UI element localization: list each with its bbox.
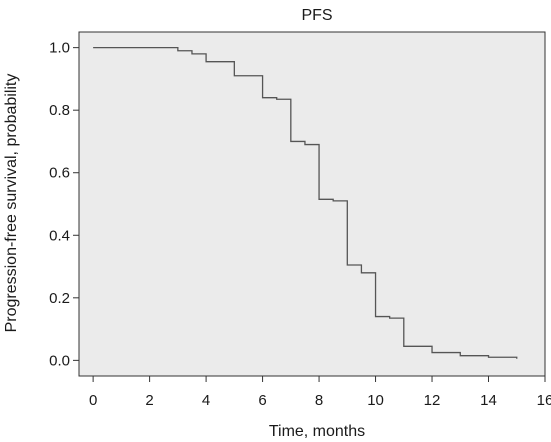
y-axis-title: Progression-free survival, probability xyxy=(3,74,20,333)
x-tick-label: 16 xyxy=(537,392,551,409)
y-tick-label: 0.0 xyxy=(49,352,70,369)
x-tick-label: 0 xyxy=(89,392,97,409)
x-tick-label: 14 xyxy=(480,392,497,409)
y-tick-label: 0.2 xyxy=(49,290,70,307)
x-axis: 0 2 4 6 8 10 12 14 16 xyxy=(89,376,551,409)
x-tick-label: 2 xyxy=(145,392,153,409)
y-tick-label: 0.6 xyxy=(49,165,70,182)
y-tick-label: 0.4 xyxy=(49,227,70,244)
plot-area xyxy=(78,31,546,377)
x-tick-label: 12 xyxy=(424,392,441,409)
x-tick-label: 4 xyxy=(202,392,210,409)
chart-title: PFS xyxy=(301,7,332,24)
survival-curve-line xyxy=(93,46,518,359)
y-tick-label: 0.8 xyxy=(49,102,70,119)
y-axis: 0.0 0.2 0.4 0.6 0.8 1.0 xyxy=(49,40,79,369)
x-tick-label: 10 xyxy=(367,392,384,409)
y-tick-label: 1.0 xyxy=(49,40,70,57)
x-tick-label: 8 xyxy=(315,392,323,409)
x-tick-label: 6 xyxy=(258,392,266,409)
x-axis-title: Time, months xyxy=(269,423,365,440)
